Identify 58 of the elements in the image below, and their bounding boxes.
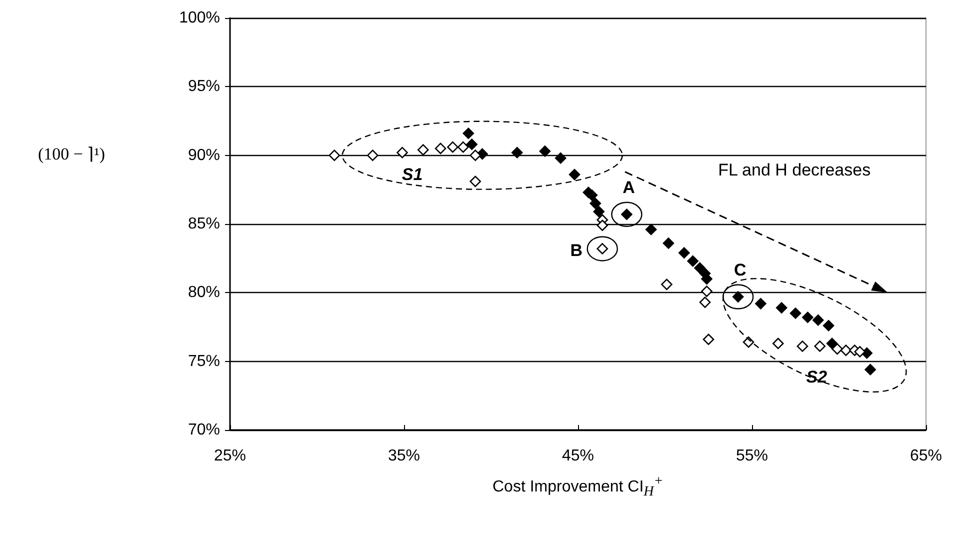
y-tick-label: 75% (188, 352, 220, 370)
y-tick-label: 100% (179, 10, 220, 26)
point (511, 146, 523, 158)
x-tick-label: 45% (562, 448, 594, 464)
point (772, 338, 784, 350)
y-axis-title: (100 − ⌉¹) (38, 144, 106, 164)
point (802, 312, 814, 324)
point (776, 302, 788, 314)
point (396, 146, 408, 158)
point (447, 141, 458, 153)
point (645, 224, 657, 236)
y-tick-label: 80% (188, 284, 220, 302)
point (568, 168, 580, 180)
point (840, 344, 852, 356)
y-tick-label: 90% (188, 146, 220, 164)
point (417, 144, 429, 156)
annotation: S2 (806, 368, 828, 387)
annotation: A (622, 178, 635, 197)
point (796, 340, 808, 352)
annotation: C (734, 260, 746, 280)
point (790, 308, 802, 319)
point (596, 220, 608, 232)
point (590, 198, 602, 210)
point (328, 150, 340, 161)
point (470, 150, 481, 161)
annotation: FL and H decreases (718, 160, 871, 180)
point (699, 296, 711, 308)
point (832, 343, 843, 355)
point (662, 238, 674, 249)
point (367, 150, 378, 161)
point (812, 314, 824, 326)
point (466, 138, 478, 150)
point (661, 278, 672, 290)
x-tick-label: 65% (910, 448, 942, 464)
point (864, 364, 876, 376)
y-tick-label: 70% (188, 422, 220, 438)
point (814, 340, 826, 352)
point (462, 128, 474, 140)
point (554, 152, 566, 164)
annotation: B (570, 241, 582, 260)
point (702, 334, 714, 346)
point (470, 176, 481, 188)
point (434, 142, 446, 154)
x-tick-label: 55% (736, 448, 768, 464)
x-tick-label: 25% (214, 448, 246, 464)
y-tick-label: 85% (188, 216, 220, 232)
point (593, 206, 605, 218)
point (678, 247, 690, 258)
point (458, 141, 469, 153)
x-tick-label: 35% (388, 448, 420, 464)
annotation: S1 (402, 164, 423, 184)
point (687, 255, 698, 267)
point (755, 298, 766, 310)
point (694, 262, 706, 274)
y-tick-label: 95% (188, 78, 220, 96)
point (539, 146, 551, 157)
point (701, 286, 712, 297)
point (822, 320, 834, 332)
